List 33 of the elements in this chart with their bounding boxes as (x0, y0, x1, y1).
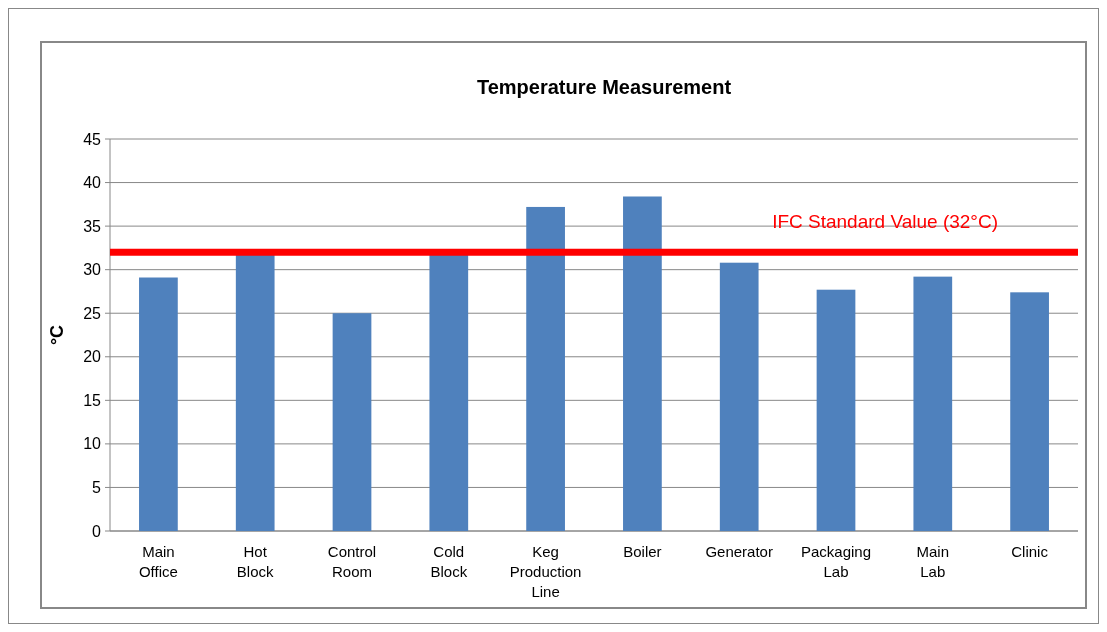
x-tick-label: Generator (705, 543, 773, 560)
x-tick-label: Cold Block (430, 543, 468, 580)
y-tick-label: 5 (92, 479, 102, 497)
bar (719, 262, 759, 531)
bar (816, 289, 856, 531)
bar (913, 276, 953, 531)
bar (332, 313, 372, 531)
bar (526, 206, 565, 531)
x-tick-label: Boiler (623, 543, 662, 560)
y-tick-label: 0 (92, 522, 102, 540)
y-tick-label: 40 (83, 174, 102, 192)
bar (623, 196, 662, 531)
x-tick-label: Packaging Lab (800, 543, 872, 580)
y-axis-title: °C (47, 324, 67, 346)
x-tick-label: Control Room (327, 543, 377, 580)
x-tick-label: Hot Block (236, 543, 275, 580)
y-tick-label: 35 (83, 217, 102, 235)
y-tick-label: 20 (83, 348, 102, 366)
ref-line-label: IFC Standard Value (32°C) (772, 211, 998, 233)
x-tick-label: Main Office (138, 543, 178, 580)
bar (429, 254, 469, 531)
x-tick-label: Main Lab (916, 543, 950, 580)
y-tick-label: 25 (83, 304, 102, 322)
bar (235, 254, 275, 531)
y-tick-label: 15 (83, 391, 102, 409)
y-tick-label: 30 (83, 261, 102, 279)
y-tick-label: 10 (83, 435, 102, 453)
y-tick-label: 45 (83, 130, 102, 148)
bar (139, 277, 178, 531)
x-tick-label: Keg Production Line (509, 543, 582, 600)
bar (1010, 292, 1049, 531)
chart-title: Temperature Measurement (476, 76, 732, 98)
x-tick-label: Clinic (1011, 543, 1049, 560)
